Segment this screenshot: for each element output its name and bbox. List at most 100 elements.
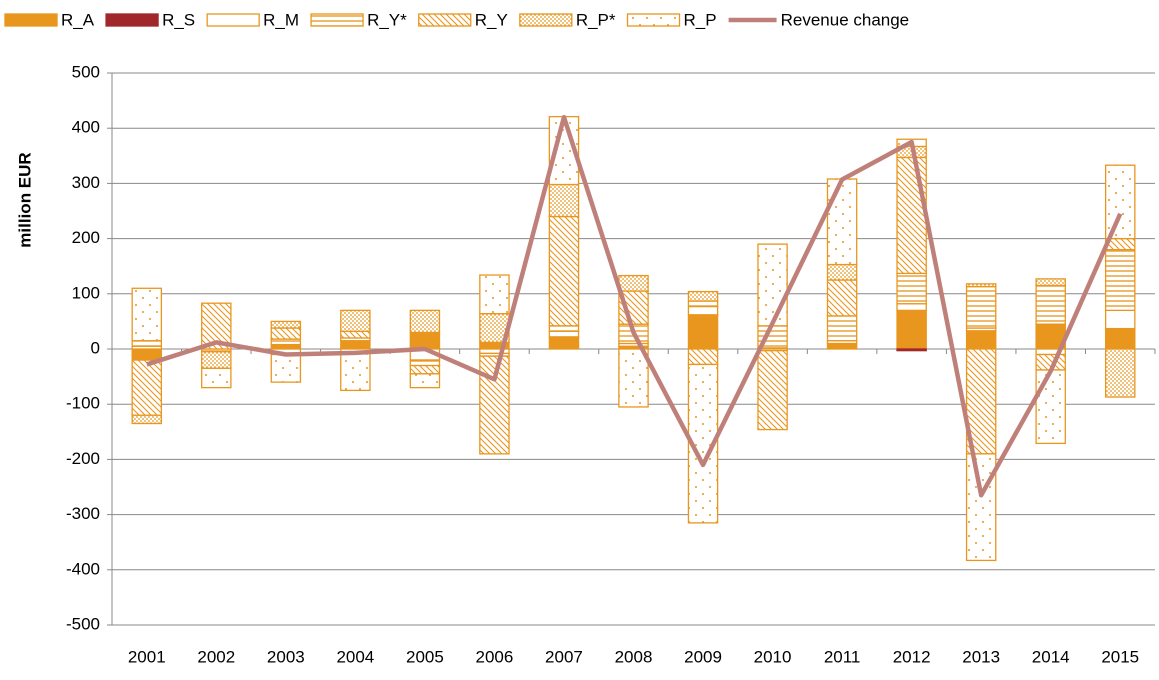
x-tick-label: 2011: [824, 647, 861, 666]
bar-segment: [896, 309, 927, 350]
x-tick-label: 2005: [406, 647, 444, 666]
bar-segment: [896, 272, 927, 305]
bar-segment: [1104, 309, 1136, 330]
y-tick-label: 400: [72, 118, 100, 137]
bar-segment: [687, 314, 719, 350]
bar-segment: [270, 320, 302, 329]
x-tick-label: 2007: [545, 647, 583, 666]
legend-swatch: [418, 13, 472, 27]
bar-segment: [1035, 278, 1066, 287]
bar-segment: [1104, 248, 1136, 312]
bar-segment: [687, 290, 719, 302]
x-tick-label: 2015: [1101, 647, 1139, 666]
bar-segment: [409, 309, 441, 334]
bar-segment: [409, 373, 441, 389]
bar-segment: [131, 287, 163, 342]
bar-segment: [826, 178, 858, 266]
legend-label: R_S: [162, 10, 195, 29]
bar-segment: [826, 315, 858, 342]
bar-segment: [409, 364, 441, 375]
bar-segment: [896, 156, 927, 275]
bar-segment: [618, 348, 649, 408]
bar-segment: [340, 351, 371, 392]
bar-segment: [201, 302, 232, 350]
y-tick-label: -300: [66, 504, 100, 523]
bar-segment: [618, 274, 649, 292]
legend-label: R_A: [61, 10, 95, 29]
bar-segment: [409, 359, 441, 367]
bar-segment: [131, 340, 163, 347]
bar-segment: [548, 325, 580, 332]
x-tick-label: 2004: [336, 647, 374, 666]
bar-segment: [965, 453, 997, 562]
bar-segment: [965, 283, 997, 288]
bar-segment: [548, 330, 580, 338]
bar-segment: [1035, 369, 1066, 445]
bar-segment: [479, 355, 510, 455]
bar-segment: [965, 330, 997, 350]
bar-segment: [687, 300, 719, 308]
legend-label: R_Y*: [367, 10, 407, 29]
legend-label: R_Y: [475, 10, 508, 29]
x-tick-label: 2010: [754, 647, 792, 666]
bar-segment: [270, 327, 302, 340]
bar-segment: [131, 348, 163, 361]
x-tick-label: 2008: [615, 647, 653, 666]
y-tick-label: 300: [72, 173, 100, 192]
legend-swatch: [4, 13, 58, 27]
line: [146, 114, 1123, 498]
legend-swatch: [105, 13, 159, 27]
y-axis-title: million EUR: [15, 152, 34, 247]
bar-segment: [896, 303, 927, 312]
bar-segment: [548, 336, 580, 350]
bar-segment: [340, 330, 371, 339]
bar-segment: [270, 343, 302, 350]
bar-segment: [757, 350, 788, 431]
bar-segment: [548, 183, 580, 218]
bar-segment: [757, 243, 788, 327]
x-tick-label: 2014: [1032, 647, 1070, 666]
bar-segment: [548, 215, 580, 327]
bar-segment: [826, 342, 858, 350]
legend-swatch: [626, 13, 681, 27]
bar-segment: [1035, 284, 1066, 325]
bar-segment: [1104, 348, 1136, 398]
y-tick-label: 100: [72, 283, 100, 302]
x-tick-label: 2006: [476, 647, 514, 666]
bar-segment: [687, 305, 719, 316]
bar-segment: [270, 353, 302, 383]
bar-segment: [965, 285, 997, 329]
legend-label: R_P*: [576, 10, 616, 29]
bar-segment: [409, 331, 441, 350]
x-tick-label: 2012: [893, 647, 931, 666]
y-tick-label: -200: [66, 449, 100, 468]
bar-segment: [201, 367, 232, 389]
bar-segment: [131, 359, 163, 416]
bar-segment: [826, 263, 858, 281]
legend-label: R_M: [263, 10, 299, 29]
bar-segment: [270, 338, 302, 346]
x-tick-label: 2001: [128, 647, 166, 666]
legend-swatch: [519, 13, 573, 27]
bar-segment: [826, 279, 858, 317]
bar-segment: [1104, 327, 1136, 350]
y-tick-label: 200: [72, 228, 100, 247]
y-tick-label: -500: [66, 614, 100, 633]
x-tick-label: 2002: [197, 647, 235, 666]
y-tick-label: 500: [72, 62, 100, 81]
legend-label: R_P: [684, 10, 717, 29]
legend-label: Revenue change: [781, 10, 910, 29]
bar-segment: [687, 348, 719, 366]
x-tick-label: 2003: [267, 647, 305, 666]
bar-segment: [340, 309, 371, 332]
x-tick-label: 2009: [684, 647, 722, 666]
legend-swatch: [310, 13, 364, 27]
bar-segment: [340, 340, 371, 350]
x-tick-label: 2013: [962, 647, 1000, 666]
y-tick-label: -100: [66, 394, 100, 413]
bar-segment: [479, 274, 510, 315]
bar-segment: [479, 348, 510, 355]
bar-segment: [896, 348, 927, 352]
legend-swatch: [206, 13, 260, 27]
